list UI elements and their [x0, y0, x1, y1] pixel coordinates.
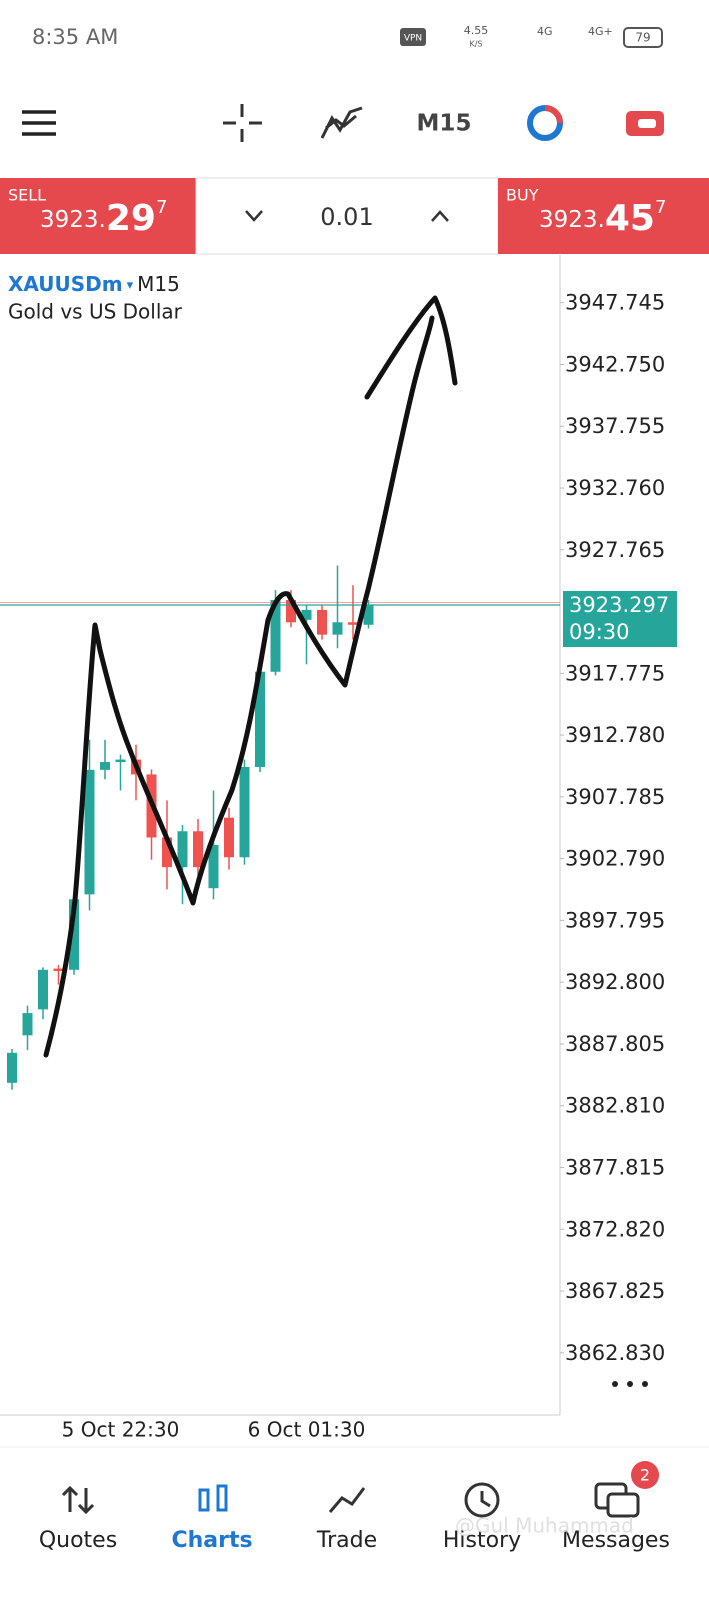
- history-icon-hands: [480, 1491, 491, 1508]
- sell-label: SELL: [8, 186, 46, 205]
- candle-body: [224, 817, 234, 858]
- y-tick-label: 3892.800: [565, 970, 665, 994]
- y-tick-label: 3907.785: [565, 785, 665, 809]
- battery-icon: [623, 27, 663, 48]
- last-price-label: 3923.297: [569, 593, 669, 617]
- nav: Quotes Charts Trade History Messages: [39, 1528, 670, 1553]
- nav-label[interactable]: Trade: [316, 1528, 377, 1553]
- net-speed: 4.55: [464, 24, 489, 37]
- candle-body: [69, 899, 79, 970]
- chart-symbol[interactable]: XAUUSDm ▾ M15: [8, 272, 180, 296]
- countdown-label: 09:30: [569, 620, 630, 644]
- y-tick-label: 3877.815: [565, 1155, 665, 1179]
- status-time: 8:35 AM: [32, 25, 118, 49]
- x-tick-label: 6 Oct 01:30: [248, 1418, 366, 1442]
- candle-body: [363, 604, 374, 625]
- candle-body: [7, 1052, 17, 1083]
- buy-price: 3923.457: [539, 197, 666, 239]
- nav-label[interactable]: Charts: [171, 1528, 252, 1553]
- sell-button[interactable]: [0, 178, 196, 254]
- candle-body: [22, 1013, 33, 1036]
- lot-increase[interactable]: [431, 210, 449, 222]
- battery-level: 79: [635, 31, 650, 45]
- menu-icon[interactable]: [22, 110, 56, 136]
- candle-body: [84, 769, 95, 895]
- more-dot[interactable]: [642, 1381, 648, 1387]
- vpn-label: VPN: [404, 34, 422, 44]
- y-tick-label: 3927.765: [565, 538, 665, 562]
- nav-label[interactable]: Quotes: [39, 1528, 117, 1553]
- plot: 3947.745 3942.750 3937.755 3932.760 3927.765…: [0, 291, 677, 1442]
- net-speed-unit: K/S: [469, 40, 482, 49]
- candle-body: [177, 831, 188, 868]
- candle-body: [239, 766, 250, 858]
- crosshair-icon[interactable]: [223, 104, 262, 142]
- charts-icon[interactable]: [198, 1484, 228, 1512]
- quotes-icon[interactable]: [61, 1485, 95, 1515]
- candle-body: [38, 969, 48, 1010]
- lot-decrease[interactable]: [245, 210, 263, 222]
- y-tick-label: 3887.805: [565, 1032, 665, 1056]
- chart-subtitle: Gold vs US Dollar: [8, 300, 183, 324]
- candle-body: [255, 671, 265, 767]
- timeframe-button[interactable]: M15: [417, 111, 472, 137]
- y-tick-label: 3872.820: [565, 1217, 665, 1241]
- y-tick-label: 3882.810: [565, 1094, 665, 1118]
- candle-body: [348, 622, 358, 625]
- lot-size[interactable]: 0.01: [320, 203, 373, 231]
- candle-body: [332, 622, 343, 635]
- candle-body: [317, 609, 327, 635]
- hand-drawn-arrow: [43, 295, 458, 1058]
- trade-nav-icon[interactable]: [328, 1487, 366, 1513]
- candle-body: [301, 609, 312, 620]
- more-dot[interactable]: [612, 1381, 618, 1387]
- candle-body: [115, 759, 126, 763]
- candle-body: [270, 600, 281, 672]
- y-tick-label: 3897.795: [565, 908, 665, 932]
- y-tick-label: 3902.790: [565, 847, 665, 871]
- candle-body: [193, 831, 203, 868]
- more-dot[interactable]: [627, 1381, 633, 1387]
- buy-button[interactable]: [498, 178, 709, 254]
- vpn-icon: [400, 28, 426, 46]
- y-tick-label: 3932.760: [565, 476, 665, 500]
- net-type: 4G+: [588, 25, 613, 38]
- candle-body: [208, 844, 219, 889]
- messages-badge: [631, 1461, 659, 1489]
- nav-label[interactable]: Messages: [562, 1528, 670, 1553]
- objects-icon-accent: [544, 105, 563, 124]
- sell-price: 3923.297: [40, 197, 167, 239]
- history-icon[interactable]: [464, 1482, 500, 1518]
- buy-label: BUY: [506, 186, 539, 205]
- y-tick-label: 3937.755: [565, 414, 665, 438]
- messages-icon-back: [606, 1492, 640, 1518]
- candle-body: [53, 968, 64, 972]
- candle-body: [286, 600, 296, 623]
- indicators-icon[interactable]: [320, 106, 363, 139]
- y-tick-label: 3867.825: [565, 1279, 665, 1303]
- y-tick-label: 3917.775: [565, 661, 665, 685]
- y-tick-label: 3942.750: [565, 352, 665, 376]
- badge-count: 2: [640, 1466, 650, 1485]
- trade-icon-inner: [638, 119, 656, 128]
- candle-body: [100, 762, 110, 770]
- y-tick-label: 3912.780: [565, 723, 665, 747]
- net-type: 4G: [537, 25, 553, 38]
- last-price-tag: [563, 591, 677, 648]
- y-tick-label: 3947.745: [565, 291, 665, 315]
- nav-label[interactable]: History: [443, 1528, 521, 1553]
- y-tick-label: 3862.830: [565, 1341, 665, 1365]
- candle-body: [162, 837, 172, 868]
- lot-panel: [195, 177, 499, 255]
- x-tick-label: 5 Oct 22:30: [62, 1418, 180, 1442]
- watermark: @Gul Muhammad: [455, 1514, 634, 1538]
